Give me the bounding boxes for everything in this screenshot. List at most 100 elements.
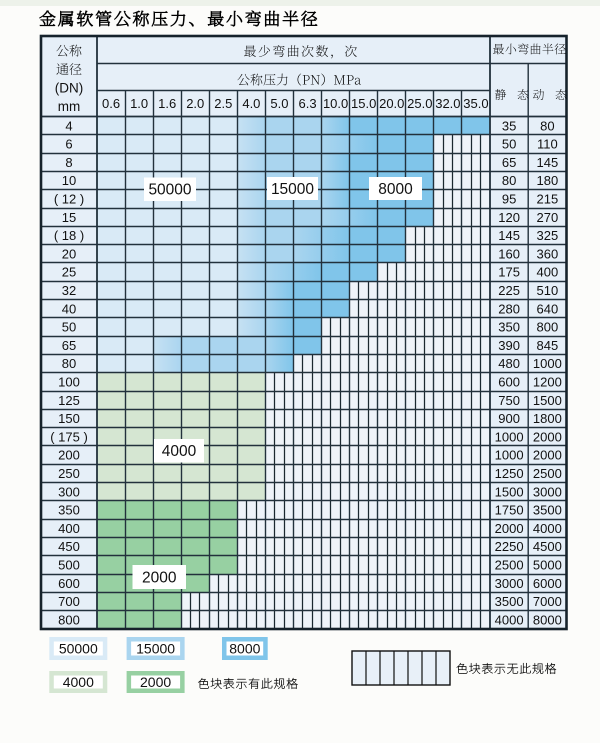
- svg-text:2000: 2000: [140, 674, 171, 690]
- svg-text:100: 100: [58, 375, 80, 390]
- svg-text:1250: 1250: [495, 466, 524, 481]
- svg-text:6.3: 6.3: [299, 96, 317, 111]
- svg-text:160: 160: [498, 246, 520, 261]
- svg-text:15000: 15000: [136, 640, 175, 656]
- svg-text:15: 15: [62, 210, 76, 225]
- svg-text:35.0: 35.0: [463, 96, 488, 111]
- svg-text:( 175 ): ( 175 ): [50, 429, 88, 444]
- svg-text:400: 400: [536, 265, 558, 280]
- svg-text:400: 400: [58, 521, 80, 536]
- svg-text:25.0: 25.0: [407, 96, 432, 111]
- svg-text:5.0: 5.0: [270, 96, 288, 111]
- svg-text:(DN): (DN): [55, 81, 84, 96]
- svg-text:1000: 1000: [495, 448, 524, 463]
- svg-text:20.0: 20.0: [379, 96, 404, 111]
- svg-text:50000: 50000: [59, 640, 98, 656]
- svg-text:180: 180: [536, 173, 558, 188]
- svg-text:80: 80: [502, 173, 516, 188]
- svg-text:50: 50: [502, 137, 516, 152]
- svg-text:325: 325: [536, 228, 558, 243]
- svg-text:25: 25: [62, 265, 76, 280]
- svg-text:2000: 2000: [533, 448, 562, 463]
- svg-text:1000: 1000: [495, 429, 524, 444]
- svg-text:65: 65: [502, 155, 516, 170]
- svg-text:32.0: 32.0: [435, 96, 460, 111]
- svg-text:250: 250: [58, 466, 80, 481]
- svg-text:1500: 1500: [533, 393, 562, 408]
- svg-text:225: 225: [498, 283, 520, 298]
- svg-text:6: 6: [65, 137, 72, 152]
- svg-text:15000: 15000: [271, 181, 314, 198]
- svg-text:2.5: 2.5: [214, 96, 232, 111]
- svg-text:80: 80: [540, 118, 554, 133]
- svg-text:4000: 4000: [533, 521, 562, 536]
- svg-text:4000: 4000: [63, 674, 94, 690]
- svg-text:1.6: 1.6: [158, 96, 176, 111]
- svg-text:900: 900: [498, 411, 520, 426]
- svg-text:120: 120: [498, 210, 520, 225]
- svg-text:3500: 3500: [495, 594, 524, 609]
- svg-text:2000: 2000: [142, 569, 177, 586]
- svg-text:4.0: 4.0: [242, 96, 260, 111]
- svg-text:360: 360: [536, 246, 558, 261]
- svg-text:4000: 4000: [162, 443, 197, 460]
- svg-text:500: 500: [58, 558, 80, 573]
- svg-text:15.0: 15.0: [351, 96, 376, 111]
- svg-text:2500: 2500: [495, 558, 524, 573]
- svg-text:8: 8: [65, 155, 72, 170]
- svg-text:2.0: 2.0: [186, 96, 204, 111]
- svg-text:1.0: 1.0: [130, 96, 148, 111]
- svg-text:7000: 7000: [533, 594, 562, 609]
- svg-text:50000: 50000: [148, 182, 191, 199]
- svg-text:3000: 3000: [533, 484, 562, 499]
- svg-text:150: 150: [58, 411, 80, 426]
- svg-text:750: 750: [498, 393, 520, 408]
- svg-text:1000: 1000: [533, 356, 562, 371]
- svg-text:2000: 2000: [495, 521, 524, 536]
- svg-text:1500: 1500: [495, 484, 524, 499]
- svg-text:50: 50: [62, 320, 76, 335]
- svg-text:3500: 3500: [533, 503, 562, 518]
- svg-text:mm: mm: [58, 99, 81, 114]
- svg-text:350: 350: [58, 503, 80, 518]
- svg-text:65: 65: [62, 338, 76, 353]
- svg-text:175: 175: [498, 265, 520, 280]
- svg-text:145: 145: [536, 155, 558, 170]
- svg-text:35: 35: [502, 118, 516, 133]
- svg-text:845: 845: [536, 338, 558, 353]
- svg-text:280: 280: [498, 301, 520, 316]
- svg-text:32: 32: [62, 283, 76, 298]
- svg-text:390: 390: [498, 338, 520, 353]
- svg-text:215: 215: [536, 191, 558, 206]
- svg-text:4500: 4500: [533, 539, 562, 554]
- svg-text:600: 600: [58, 576, 80, 591]
- svg-text:110: 110: [537, 137, 558, 152]
- svg-text:800: 800: [58, 612, 80, 627]
- svg-text:350: 350: [498, 320, 520, 335]
- svg-text:125: 125: [58, 393, 80, 408]
- svg-text:8000: 8000: [378, 181, 413, 198]
- svg-text:3000: 3000: [495, 576, 524, 591]
- svg-text:145: 145: [498, 228, 520, 243]
- svg-text:300: 300: [58, 484, 80, 499]
- svg-text:10.0: 10.0: [323, 96, 348, 111]
- svg-text:200: 200: [58, 448, 80, 463]
- svg-text:( 12 ): ( 12 ): [54, 191, 84, 206]
- svg-text:2500: 2500: [533, 466, 562, 481]
- svg-text:( 18 ): ( 18 ): [54, 228, 84, 243]
- svg-text:20: 20: [62, 246, 76, 261]
- svg-text:4: 4: [65, 118, 72, 133]
- svg-text:800: 800: [536, 320, 558, 335]
- svg-text:10: 10: [62, 173, 76, 188]
- svg-text:80: 80: [62, 356, 76, 371]
- svg-text:1800: 1800: [533, 411, 562, 426]
- svg-text:640: 640: [536, 301, 558, 316]
- svg-text:95: 95: [502, 191, 516, 206]
- svg-text:2250: 2250: [495, 539, 524, 554]
- svg-text:40: 40: [62, 301, 76, 316]
- svg-text:1200: 1200: [533, 375, 562, 390]
- svg-text:270: 270: [536, 210, 558, 225]
- svg-text:480: 480: [498, 356, 520, 371]
- svg-text:510: 510: [536, 283, 558, 298]
- svg-text:1750: 1750: [495, 503, 524, 518]
